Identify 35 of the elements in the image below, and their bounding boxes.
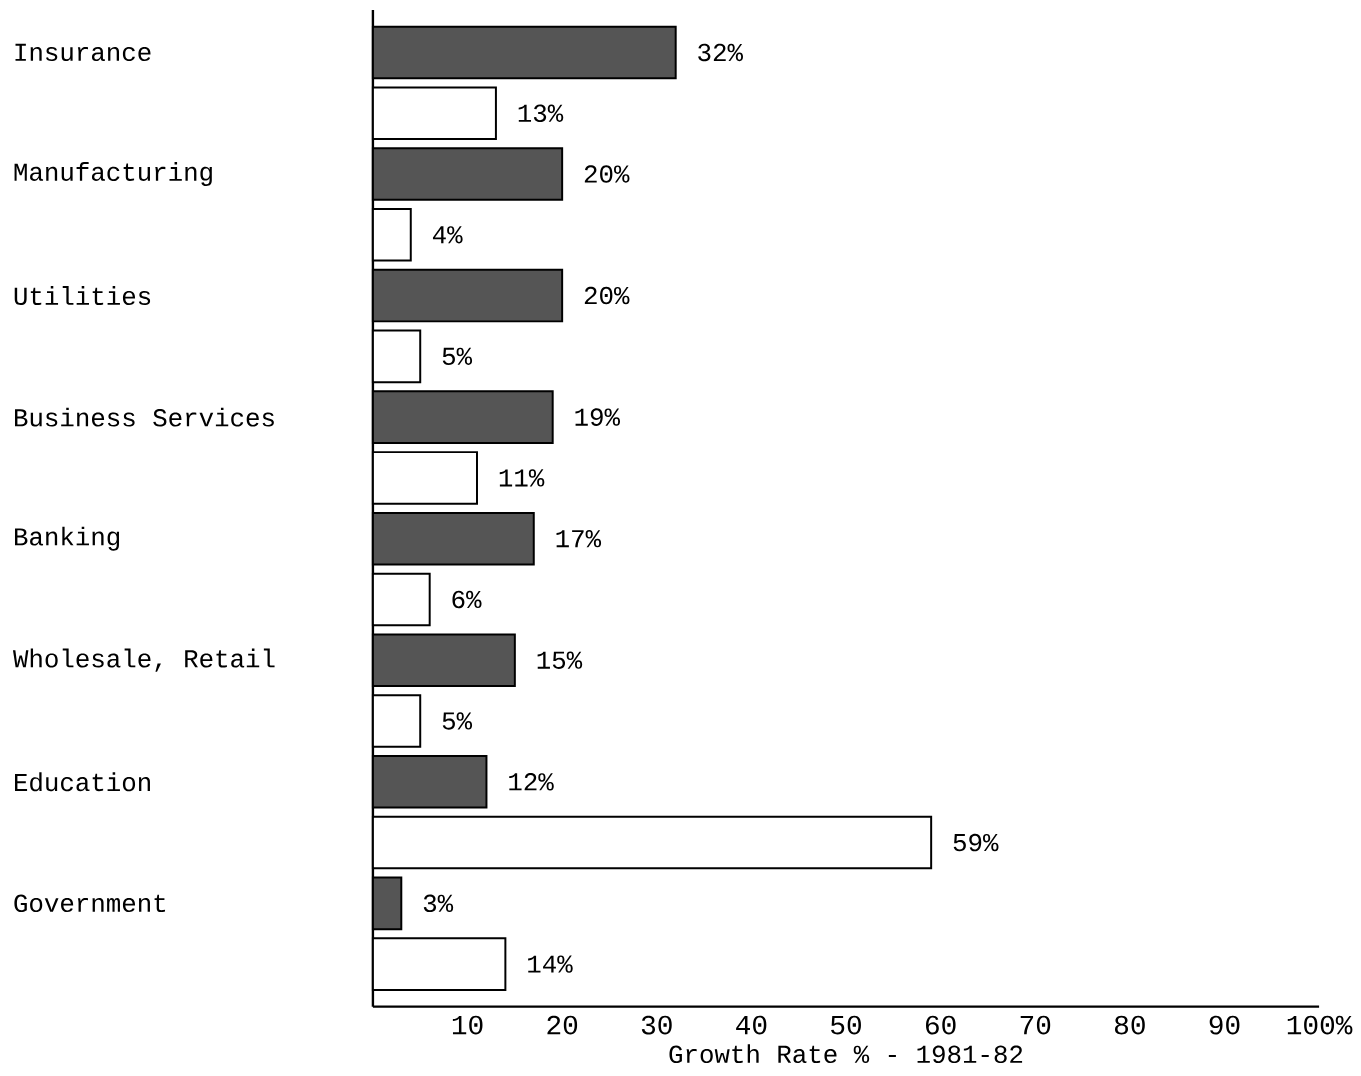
y-tick-label: Business Services [15,407,274,427]
x-tick-label: 20 [547,1015,578,1035]
data-label: 4% [432,226,463,244]
data-label: 32% [698,43,744,62]
data-label: 59% [953,833,999,852]
y-tick-label: Wholesale, Retail [12,648,275,672]
x-tick-label: 10 [452,1015,483,1035]
x-tick-label: 60 [926,1015,956,1035]
x-tick-label: 80 [1114,1015,1145,1035]
y-tick-label: Education [15,772,150,792]
y-tick-label: Government [14,894,166,913]
data-label: 19% [575,408,621,426]
y-tick-label: Utilities [14,286,151,306]
x-axis-title: Growth Rate % - 1981-82 [669,1044,1023,1064]
data-label: 3% [423,894,454,913]
data-label: 17% [556,530,602,548]
data-label: 6% [452,590,482,609]
y-tick-label: Banking [15,526,120,551]
x-tick-label: 90 [1209,1015,1240,1035]
data-label: 12% [509,773,554,791]
x-tick-label: 100% [1287,1015,1353,1035]
data-label: 15% [537,651,583,669]
x-tick-label: 70 [1020,1015,1051,1035]
x-tick-label: 50 [831,1015,861,1035]
x-tick-label: 40 [736,1015,767,1035]
y-tick-label: Manufacturing [14,161,212,187]
data-label: 5% [442,347,473,366]
data-label: 13% [518,104,564,122]
y-tick-label: Insurance [15,43,151,62]
data-label: 14% [528,955,573,973]
data-label: 20% [584,165,630,183]
x-tick-label: 30 [641,1015,672,1035]
data-label: 11% [499,469,545,487]
data-label: 20% [584,286,630,305]
data-label: 5% [442,712,473,730]
